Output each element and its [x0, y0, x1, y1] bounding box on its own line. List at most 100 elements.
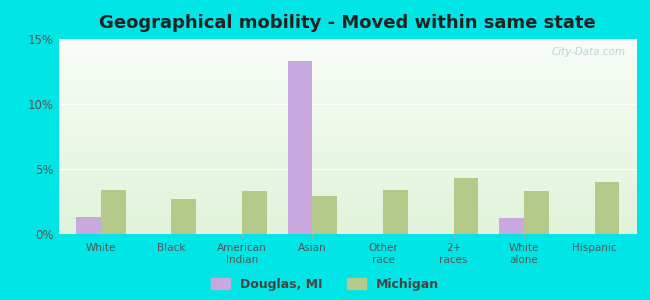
Bar: [58, 121, 637, 123]
Bar: [58, 140, 637, 142]
Bar: [58, 203, 637, 205]
Bar: [58, 183, 637, 185]
Bar: [58, 205, 637, 207]
Bar: [58, 119, 637, 121]
Bar: [58, 107, 637, 109]
Bar: [58, 103, 637, 105]
Bar: [58, 217, 637, 218]
Bar: [58, 179, 637, 181]
Bar: [58, 150, 637, 152]
Bar: [58, 193, 637, 195]
Bar: [58, 82, 637, 84]
Bar: [58, 70, 637, 72]
Bar: [58, 131, 637, 133]
Bar: [58, 218, 637, 220]
Bar: [58, 207, 637, 209]
Text: City-Data.com: City-Data.com: [551, 47, 625, 57]
Bar: [595, 182, 619, 234]
Bar: [58, 148, 637, 150]
Bar: [58, 170, 637, 172]
Bar: [58, 228, 637, 230]
Bar: [58, 90, 637, 92]
Bar: [58, 181, 637, 183]
Bar: [58, 84, 637, 86]
Bar: [58, 146, 637, 148]
Bar: [58, 201, 637, 203]
Bar: [58, 55, 637, 56]
Bar: [58, 41, 637, 43]
Bar: [58, 173, 637, 175]
Bar: [58, 51, 637, 53]
Bar: [58, 105, 637, 107]
Bar: [58, 113, 637, 115]
Bar: [313, 196, 337, 234]
Bar: [58, 226, 637, 228]
Bar: [58, 209, 637, 211]
Bar: [242, 191, 266, 234]
Bar: [58, 191, 637, 193]
Bar: [58, 45, 637, 47]
Bar: [58, 220, 637, 222]
Bar: [58, 232, 637, 234]
Bar: [58, 133, 637, 134]
Bar: [58, 127, 637, 129]
Bar: [58, 152, 637, 154]
Bar: [58, 224, 637, 226]
Bar: [58, 222, 637, 224]
Bar: [58, 176, 637, 177]
Bar: [58, 88, 637, 90]
Bar: [58, 62, 637, 64]
Bar: [58, 111, 637, 113]
Bar: [58, 58, 637, 61]
Bar: [58, 101, 637, 103]
Bar: [58, 56, 637, 58]
Bar: [58, 115, 637, 117]
Bar: [58, 164, 637, 166]
Bar: [58, 95, 637, 98]
Bar: [58, 185, 637, 187]
Bar: [58, 156, 637, 158]
Bar: [58, 212, 637, 214]
Bar: [58, 158, 637, 160]
Bar: [58, 134, 637, 136]
Bar: [58, 68, 637, 70]
Bar: [58, 109, 637, 111]
Bar: [58, 154, 637, 156]
Bar: [499, 218, 524, 234]
Bar: [58, 64, 637, 66]
Bar: [58, 80, 637, 82]
Bar: [454, 178, 478, 234]
Bar: [58, 74, 637, 76]
Bar: [58, 177, 637, 179]
Bar: [58, 49, 637, 51]
Bar: [58, 160, 637, 162]
Bar: [58, 129, 637, 130]
Bar: [58, 72, 637, 74]
Legend: Douglas, MI, Michigan: Douglas, MI, Michigan: [211, 278, 439, 291]
Bar: [58, 60, 637, 62]
Bar: [383, 190, 408, 234]
Bar: [58, 86, 637, 88]
Bar: [58, 98, 637, 100]
Bar: [58, 168, 637, 170]
Bar: [58, 144, 637, 146]
Bar: [58, 125, 637, 127]
Bar: [58, 78, 637, 80]
Bar: [58, 53, 637, 55]
Bar: [58, 94, 637, 95]
Bar: [101, 190, 125, 234]
Bar: [58, 47, 637, 49]
Bar: [58, 172, 637, 173]
Bar: [172, 199, 196, 234]
Bar: [58, 214, 637, 217]
Bar: [58, 39, 637, 41]
Bar: [76, 217, 101, 234]
Bar: [58, 138, 637, 140]
Bar: [58, 136, 637, 138]
Bar: [58, 43, 637, 45]
Bar: [58, 76, 637, 78]
Bar: [58, 166, 637, 168]
Bar: [58, 117, 637, 119]
Title: Geographical mobility - Moved within same state: Geographical mobility - Moved within sam…: [99, 14, 596, 32]
Bar: [58, 66, 637, 68]
